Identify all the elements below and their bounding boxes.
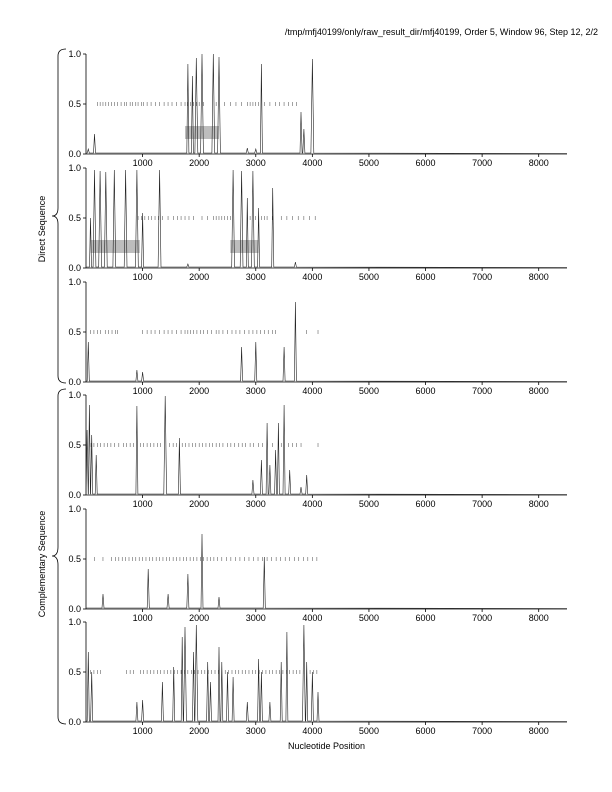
panel-6: 0.0 0.5 1.0 1000 2000 3000 4000 5000 6000 7000 800… [68,617,568,736]
x-tick-label: 7000 [472,499,492,509]
x-tick-label: 2000 [189,613,209,623]
x-tick-label: 1000 [133,386,153,396]
y-tick-label: 0.5 [68,99,81,109]
x-tick-label: 6000 [416,499,436,509]
x-tick-label: 3000 [246,726,266,736]
x-tick-label: 8000 [529,613,549,623]
x-tick-label: 3000 [246,386,266,396]
y-tick-label: 0.5 [68,554,81,564]
x-tick-label: 2000 [189,158,209,168]
x-tick-label: 6000 [416,726,436,736]
file-header: /tmp/mfj40199/only/raw_result_dir/mfj401… [284,27,598,37]
complementary-group-bracket [51,388,67,725]
panel-3: 0.0 0.5 1.0 1000 2000 3000 4000 5000 6000 7000 800… [68,277,568,396]
y-tick-label: 1.0 [68,277,81,287]
y-tick-label: 1.0 [68,617,81,627]
profile-line [86,533,568,609]
x-tick-label: 5000 [359,499,379,509]
x-tick-label: 6000 [416,158,436,168]
panels-layer: 0.0 0.5 1.0 1000 2000 3000 4000 5000 6000 7000 800… [68,49,568,736]
x-tick-label: 1000 [133,499,153,509]
x-tick-label: 5000 [359,386,379,396]
x-tick-label: 6000 [416,272,436,282]
x-tick-label: 1000 [133,272,153,282]
x-tick-label: 4000 [302,726,322,736]
highlight-box [185,126,219,139]
profile-line [86,169,568,268]
x-tick-label: 3000 [246,272,266,282]
x-tick-label: 8000 [529,158,549,168]
y-tick-label: 0.0 [68,490,81,500]
x-tick-label: 5000 [359,158,379,168]
y-tick-label: 1.0 [68,163,81,173]
x-tick-label: 2000 [189,499,209,509]
panel-1: 0.0 0.5 1.0 1000 2000 3000 4000 5000 6000 7000 800… [68,49,568,168]
x-tick-label: 1000 [133,726,153,736]
y-tick-label: 0.0 [68,717,81,727]
x-tick-label: 7000 [472,613,492,623]
y-tick-label: 0.0 [68,263,81,273]
group-brackets [51,48,67,725]
x-tick-label: 7000 [472,386,492,396]
x-tick-label: 8000 [529,499,549,509]
profile-line [86,53,568,154]
y-tick-label: 0.0 [68,604,81,614]
x-tick-label: 6000 [416,386,436,396]
y-tick-label: 1.0 [68,49,81,59]
x-axis-label: Nucleotide Position [287,741,366,751]
panel-4: 0.0 0.5 1.0 1000 2000 3000 4000 5000 6000 7000 800… [68,390,568,509]
x-tick-label: 4000 [302,386,322,396]
x-tick-label: 4000 [302,272,322,282]
x-tick-label: 2000 [189,272,209,282]
x-tick-label: 5000 [359,613,379,623]
profile-line [86,624,568,722]
x-tick-label: 5000 [359,272,379,282]
y-tick-label: 1.0 [68,504,81,514]
panel-5: 0.0 0.5 1.0 1000 2000 3000 4000 5000 6000 7000 800… [68,504,568,623]
x-tick-label: 4000 [302,499,322,509]
x-tick-label: 6000 [416,613,436,623]
y-tick-label: 0.5 [68,440,81,450]
x-tick-label: 4000 [302,158,322,168]
y-tick-label: 1.0 [68,390,81,400]
profile-line [86,301,568,382]
x-tick-label: 2000 [189,726,209,736]
y-tick-label: 0.5 [68,327,81,337]
panel-2: 0.0 0.5 1.0 1000 2000 3000 4000 5000 6000 7000 800… [68,163,568,282]
x-tick-label: 3000 [246,158,266,168]
x-tick-label: 8000 [529,386,549,396]
y-tick-label: 0.0 [68,377,81,387]
x-tick-label: 7000 [472,726,492,736]
y-tick-label: 0.5 [68,213,81,223]
y-tick-label: 0.0 [68,149,81,159]
x-tick-label: 7000 [472,272,492,282]
x-tick-label: 5000 [359,726,379,736]
x-tick-label: 7000 [472,158,492,168]
x-tick-label: 4000 [302,613,322,623]
x-tick-label: 1000 [133,158,153,168]
x-tick-label: 2000 [189,386,209,396]
x-tick-label: 3000 [246,499,266,509]
y-tick-label: 0.5 [68,667,81,677]
x-tick-label: 8000 [529,272,549,282]
x-tick-label: 3000 [246,613,266,623]
profile-line [85,395,568,495]
x-tick-label: 8000 [529,726,549,736]
direct-group-bracket [51,48,67,384]
x-tick-label: 1000 [133,613,153,623]
